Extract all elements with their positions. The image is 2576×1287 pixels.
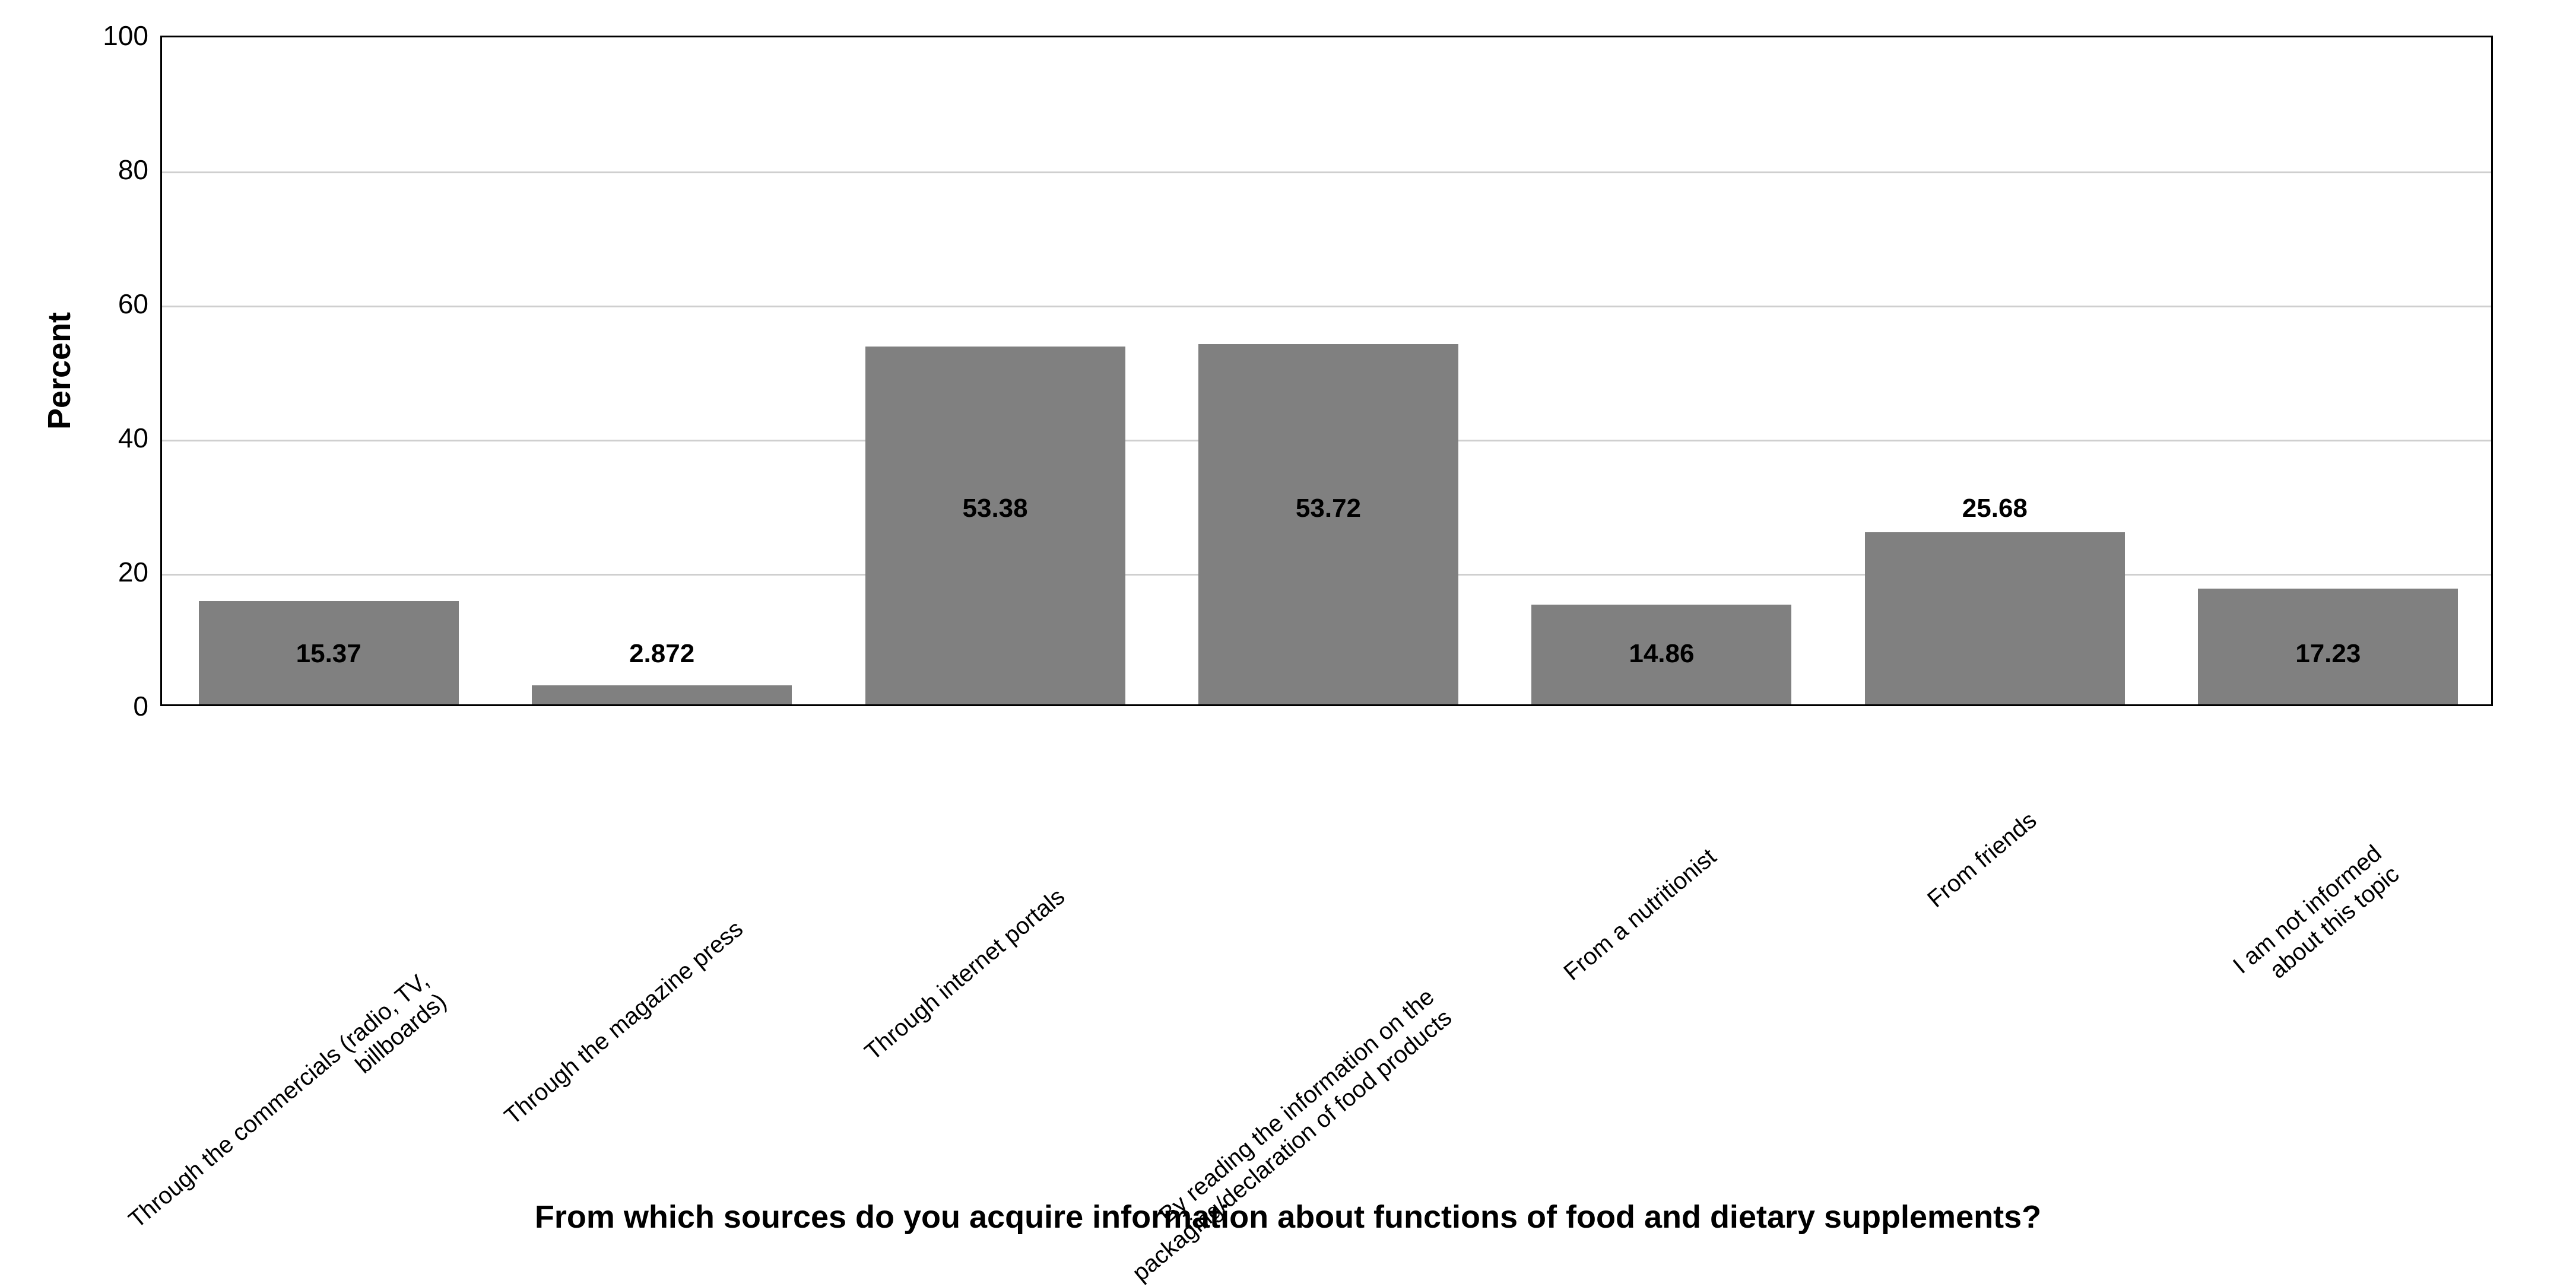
bar-value-label: 15.37	[199, 639, 459, 669]
plot-area: 15.37 2.872 53.38 53.72 14.86 25.68 17.23	[160, 36, 2493, 706]
ytick-label: 0	[133, 690, 148, 722]
y-axis-label: Percent	[41, 312, 78, 430]
xtick-label: From friends	[1922, 806, 2042, 913]
bar	[532, 685, 792, 704]
xtick-label: Through internet portals	[859, 883, 1070, 1066]
bar-value-label: 17.23	[2198, 639, 2458, 669]
ytick-label: 80	[118, 154, 148, 186]
xtick-label: I am not informed about this topic	[2228, 840, 2405, 1000]
bar-value-label: 25.68	[1865, 494, 2125, 523]
chart-container: 15.37 2.872 53.38 53.72 14.86 25.68 17.23 Perc…	[0, 0, 2576, 1282]
bar	[1865, 532, 2125, 704]
gridline	[162, 306, 2491, 307]
bar	[1198, 344, 1458, 704]
ytick-label: 40	[118, 422, 148, 454]
bar-value-label: 53.72	[1198, 494, 1458, 523]
xtick-label: Through the magazine press	[499, 915, 748, 1130]
ytick-label: 60	[118, 288, 148, 320]
xtick-label: From a nutritionist	[1559, 843, 1722, 986]
ytick-label: 20	[118, 556, 148, 588]
ytick-label: 100	[103, 20, 148, 52]
bar-value-label: 2.872	[532, 639, 792, 669]
x-axis-label: From which sources do you acquire inform…	[0, 1199, 2576, 1235]
xtick-label: By reading the information on the packag…	[1109, 983, 1457, 1287]
bar	[865, 347, 1125, 704]
gridline	[162, 171, 2491, 173]
bar-value-label: 53.38	[865, 494, 1125, 523]
bar-value-label: 14.86	[1531, 639, 1791, 669]
